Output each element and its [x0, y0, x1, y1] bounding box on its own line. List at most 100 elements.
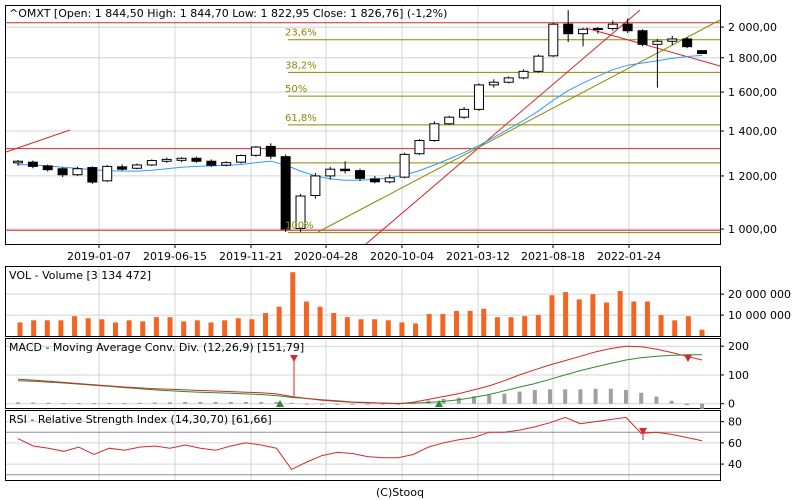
fibonacci-label: 100% — [285, 221, 314, 232]
macd-histogram-bar — [472, 396, 476, 404]
candle-body — [295, 195, 306, 229]
rsi-panel-frame — [5, 410, 721, 481]
candle-body — [533, 55, 544, 72]
macd-histogram-bar — [548, 389, 552, 404]
candle-body — [250, 146, 261, 156]
macd-histogram-bar — [16, 402, 20, 404]
volume-bar — [72, 316, 78, 336]
macd-histogram-bar — [320, 403, 324, 405]
candle-body — [161, 158, 172, 162]
volume-bar — [549, 295, 555, 336]
macd-histogram-bar — [624, 389, 628, 404]
volume-bar — [508, 317, 514, 336]
candle-body — [563, 23, 574, 35]
volume-bar — [399, 322, 405, 336]
volume-bar — [426, 314, 432, 336]
volume-bar — [331, 313, 337, 336]
candle-body — [697, 50, 707, 54]
candle-body — [176, 157, 187, 161]
candle-body — [414, 140, 425, 155]
x-tick-label: 2020-10-04 — [370, 250, 434, 263]
volume-bar — [194, 320, 200, 336]
y-tick-label: 1 400,00 — [728, 125, 777, 138]
y-tick-label: 1 000,00 — [728, 223, 777, 236]
y-tick-label: 1 200,00 — [728, 170, 777, 183]
y-tick-label: 40 — [728, 458, 742, 471]
macd-histogram-bar — [61, 403, 66, 405]
macd-histogram-bar — [274, 401, 279, 404]
volume-bar — [481, 308, 487, 336]
volume-bar — [604, 302, 610, 336]
candle-body — [13, 160, 23, 164]
x-tick-label: 2019-06-15 — [143, 250, 207, 263]
macd-histogram-bar — [107, 403, 112, 405]
macd-title: MACD - Moving Average Conv. Div. (12,26,… — [9, 341, 304, 354]
candle-body — [265, 145, 276, 157]
volume-bar — [685, 316, 691, 336]
candle-body — [488, 81, 499, 86]
candle-body — [191, 157, 202, 162]
candle-body — [652, 40, 663, 45]
volume-bar — [440, 314, 446, 336]
candle-body — [57, 168, 68, 176]
candle-body — [518, 70, 529, 79]
macd-histogram-bar — [456, 397, 461, 404]
candle-body — [206, 160, 217, 166]
volume-bar — [58, 320, 64, 336]
rsi-title: RSI - Relative Strength Index (14,30,70)… — [9, 413, 272, 426]
macd-histogram-bar — [259, 401, 264, 404]
volume-bar — [153, 317, 159, 336]
macd-histogram-bar — [700, 403, 704, 409]
macd-histogram-bar — [92, 403, 96, 405]
macd-histogram-bar — [669, 400, 674, 404]
volume-bar — [126, 320, 132, 336]
candle-body — [429, 123, 440, 142]
candle-body — [369, 178, 380, 183]
fibonacci-label: 50% — [285, 84, 307, 95]
red-trendline — [365, 9, 641, 245]
volume-bar — [44, 320, 50, 336]
candle-body — [473, 84, 484, 110]
candle-body — [578, 28, 589, 35]
volume-bar — [372, 319, 378, 336]
x-tick-label: 2019-11-21 — [219, 250, 283, 263]
volume-bar — [290, 272, 296, 336]
macd-histogram-bar — [289, 402, 294, 404]
y-tick-label: 10 000 000 — [728, 309, 791, 322]
y-tick-label: 60 — [728, 437, 742, 450]
volume-bar — [699, 329, 705, 336]
y-tick-label: 100 — [728, 369, 749, 382]
buy-signal-marker — [276, 400, 284, 407]
candle-body — [117, 166, 128, 170]
candle-body — [637, 30, 648, 45]
price-title: ^OMXT [Open: 1 844,50 High: 1 844,70 Low… — [9, 7, 447, 20]
x-tick-label: 2021-08-18 — [521, 250, 585, 263]
macd-histogram-bar — [517, 391, 522, 404]
candle-body — [667, 38, 678, 42]
volume-bar — [413, 323, 419, 336]
fibonacci-label: 38,2% — [285, 60, 317, 71]
macd-histogram-bar — [137, 402, 142, 404]
candle-body — [548, 23, 559, 57]
macd-histogram-bar — [578, 389, 583, 404]
rsi-signal-marker — [639, 428, 647, 435]
volume-bar — [85, 318, 91, 336]
volume-bar — [672, 320, 678, 336]
volume-bar — [317, 306, 323, 336]
candle-body — [459, 108, 470, 118]
candle-body — [384, 177, 395, 183]
macd-histogram-bar — [639, 392, 644, 404]
candle-body — [682, 38, 693, 48]
volume-bar — [181, 321, 187, 336]
volume-bar — [235, 318, 241, 336]
candle-body — [399, 153, 410, 178]
y-tick-label: 0 — [728, 398, 735, 411]
candle-body — [236, 155, 247, 163]
y-tick-label: 1 600,00 — [728, 86, 777, 99]
candle-body — [42, 165, 53, 171]
macd-histogram-bar — [183, 401, 188, 404]
volume-bar — [99, 319, 105, 336]
macd-histogram-bar — [304, 403, 309, 405]
footer-copyright: (C)Stooq — [376, 486, 424, 499]
